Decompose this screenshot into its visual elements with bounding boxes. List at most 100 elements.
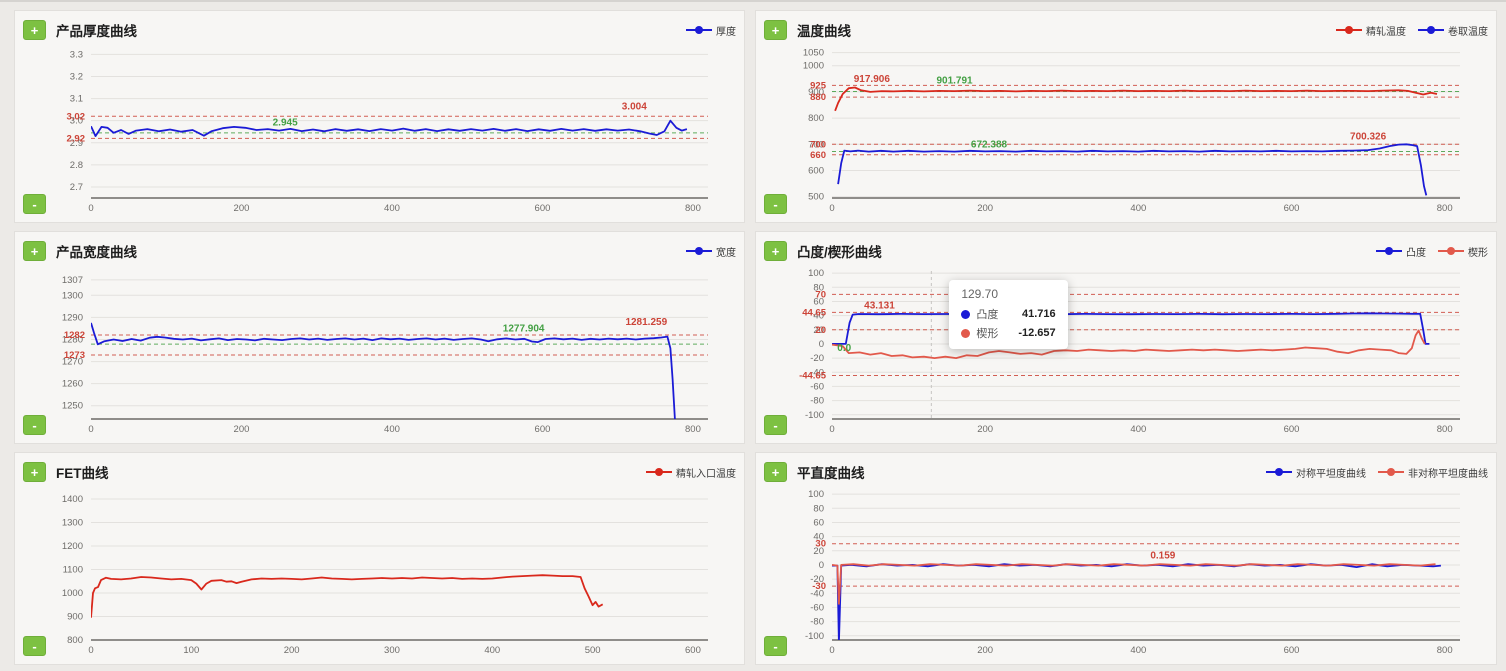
legend-item-非对称平坦度曲线[interactable]: 非对称平坦度曲线: [1378, 465, 1488, 480]
x-tick-label: 400: [384, 424, 400, 435]
x-tick-label: 200: [234, 424, 250, 435]
limit-line-label: -44.65: [799, 371, 827, 382]
expand-button[interactable]: +: [23, 241, 46, 261]
legend-line-marker-icon: [1438, 247, 1464, 255]
x-tick-label: 600: [535, 424, 551, 435]
y-tick-label: 0: [819, 339, 824, 350]
y-tick-label: 800: [67, 635, 83, 646]
legend-item-宽度[interactable]: 宽度: [686, 244, 736, 259]
y-tick-label: 100: [808, 489, 824, 500]
tooltip-row: 凸度 41.716: [961, 306, 1056, 322]
legend-item-精轧入口温度[interactable]: 精轧入口温度: [646, 465, 736, 480]
x-tick-label: 0: [829, 424, 834, 435]
legend-line-marker-icon: [646, 468, 672, 476]
collapse-button[interactable]: -: [23, 194, 46, 214]
x-tick-label: 0: [88, 203, 93, 214]
collapse-button[interactable]: -: [764, 415, 787, 435]
y-tick-label: 100: [808, 268, 824, 279]
legend-label: 楔形: [1468, 247, 1488, 259]
x-tick-label: 400: [384, 203, 400, 214]
y-tick-label: -100: [805, 410, 824, 421]
x-tick-label: 500: [585, 645, 601, 656]
value-annotation: 917.906: [854, 74, 891, 85]
collapse-button[interactable]: -: [23, 415, 46, 435]
x-tick-label: 600: [1284, 203, 1300, 214]
y-tick-label: -40: [810, 367, 824, 378]
tooltip-series-label: 凸度: [976, 309, 999, 321]
value-annotation: 0.159: [1150, 551, 1175, 562]
panel-width-curve: + 产品宽度曲线 宽度 1307 1300 1290 1280 1270 1260 1250…: [14, 231, 745, 444]
legend-label: 卷取温度: [1448, 26, 1488, 38]
legend-item-楔形[interactable]: 楔形: [1438, 244, 1488, 259]
y-tick-label: 1300: [62, 290, 83, 301]
y-tick-label: -80: [810, 396, 824, 407]
expand-button[interactable]: +: [764, 241, 787, 261]
legend-item-精轧温度[interactable]: 精轧温度: [1336, 23, 1406, 38]
expand-button[interactable]: +: [764, 20, 787, 40]
legend-item-对称平坦度曲线[interactable]: 对称平坦度曲线: [1266, 465, 1366, 480]
x-tick-label: 600: [535, 203, 551, 214]
series-dot-icon: [961, 328, 971, 338]
panel-header: + 产品厚度曲线 厚度: [23, 17, 736, 43]
limit-line-label: 880: [810, 92, 826, 103]
y-tick-label: 600: [808, 165, 824, 176]
chart-canvas: 3.3 3.2 3.1 3.0 2.9 2.8 2.7 0 200 400 600 800 3.02 2.…: [67, 49, 708, 214]
limit-line-label: 1282: [64, 330, 85, 341]
legend-item-凸度[interactable]: 凸度: [1376, 244, 1426, 259]
collapse-button[interactable]: -: [23, 636, 46, 656]
value-annotation: 0.0: [837, 343, 851, 354]
y-tick-label: 700: [808, 139, 824, 150]
collapse-button[interactable]: -: [764, 636, 787, 656]
y-tick-label: -80: [810, 617, 824, 628]
y-tick-label: 80: [813, 282, 824, 293]
collapse-button[interactable]: -: [764, 194, 787, 214]
chart-area[interactable]: 3.3 3.2 3.1 3.0 2.9 2.8 2.7 0 200 400 600 800 3.02 2.…: [23, 43, 736, 218]
limit-line-label: 3.02: [67, 111, 86, 122]
chart-title: 温度曲线: [797, 24, 851, 39]
panel-header: + FET曲线 精轧入口温度: [23, 459, 736, 485]
x-tick-label: 200: [284, 645, 300, 656]
y-tick-label: 3.0: [70, 116, 83, 127]
limit-line-label: -30: [812, 581, 826, 592]
y-tick-label: 1050: [803, 48, 824, 59]
legend-item-卷取温度[interactable]: 卷取温度: [1418, 23, 1488, 38]
y-tick-label: 40: [813, 311, 824, 322]
y-tick-label: -60: [810, 602, 824, 613]
legend: 厚度: [686, 23, 736, 38]
x-tick-label: 800: [685, 203, 701, 214]
legend-item-厚度[interactable]: 厚度: [686, 23, 736, 38]
y-tick-label: 2.7: [70, 182, 83, 193]
chart-title: 平直度曲线: [797, 466, 865, 481]
chart-area[interactable]: 1400 1300 1200 1100 1000 900 800 0 100 200 300 400 5…: [23, 485, 736, 660]
panel-header: + 凸度/楔形曲线 凸度 楔形: [764, 238, 1488, 264]
legend-label: 精轧温度: [1366, 26, 1406, 38]
expand-button[interactable]: +: [23, 462, 46, 482]
chart-title: FET曲线: [56, 466, 109, 481]
limit-line-label: 1273: [64, 350, 85, 361]
x-tick-label: 0: [88, 645, 93, 656]
series-精轧入口温度: [91, 574, 604, 618]
limit-line-label: 44.65: [802, 307, 826, 318]
chart-area[interactable]: 1050 1000 900 800 700 600 500 0 200 400 600 800 925 8…: [764, 43, 1488, 218]
x-tick-label: 800: [1437, 424, 1453, 435]
y-tick-label: 20: [813, 325, 824, 336]
legend-label: 精轧入口温度: [676, 468, 736, 480]
y-tick-label: 3.3: [70, 49, 83, 60]
series-dot-icon: [961, 309, 971, 319]
charts-dashboard: + 产品厚度曲线 厚度 3.3 3.2 3.1 3.0 2.9 2.8 2.7 0 200 400…: [14, 10, 1497, 665]
x-tick-label: 0: [829, 645, 834, 656]
expand-button[interactable]: +: [23, 20, 46, 40]
panel-crown-wedge-curve: + 凸度/楔形曲线 凸度 楔形 100 80 60 40 20 0 -20 -40 -60 -80-…: [755, 231, 1497, 444]
legend-label: 对称平坦度曲线: [1296, 468, 1366, 480]
chart-area[interactable]: 100 80 60 40 20 0 -20 -40 -60 -80 -100 0 200 400 600 80…: [764, 264, 1488, 439]
chart-area[interactable]: 100 80 60 40 20 0 -20 -40 -60 -80 -100 0 200 400 600 80…: [764, 485, 1488, 660]
legend-label: 非对称平坦度曲线: [1408, 468, 1488, 480]
x-tick-label: 600: [1284, 645, 1300, 656]
y-tick-label: -20: [810, 574, 824, 585]
chart-area[interactable]: 1307 1300 1290 1280 1270 1260 1250 0 200 400 600 80…: [23, 264, 736, 439]
expand-button[interactable]: +: [764, 462, 787, 482]
value-annotation: 700.326: [1350, 132, 1387, 143]
y-tick-label: 900: [67, 612, 83, 623]
y-tick-label: 1400: [62, 494, 83, 505]
